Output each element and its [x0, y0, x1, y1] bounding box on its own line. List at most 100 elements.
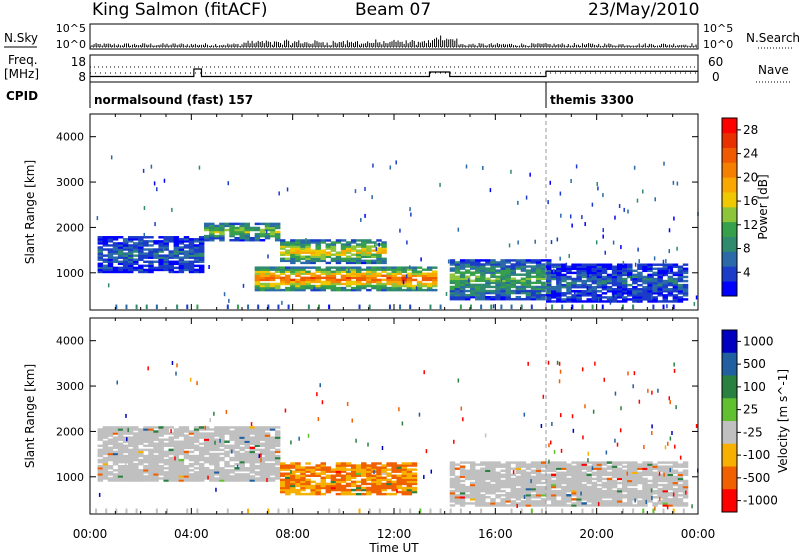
data-cell: [556, 292, 562, 295]
data-cell: [411, 272, 418, 276]
data-cell: [520, 277, 527, 281]
data-cell: [396, 480, 402, 484]
data-cell: [637, 294, 643, 297]
data-cell: [505, 491, 511, 495]
data-cell: [622, 483, 628, 487]
data-cell: [622, 502, 628, 505]
data-cell: [515, 297, 522, 301]
data-cell: [143, 430, 149, 433]
data-cell: [138, 254, 144, 257]
data-cell: [601, 271, 608, 275]
data-cell: [581, 483, 587, 487]
data-cell: [530, 463, 537, 466]
data-cell: [586, 294, 592, 297]
data-cell: [411, 474, 418, 477]
data-cell: [622, 471, 628, 475]
data-cell: [335, 288, 342, 292]
data-cell: [265, 229, 268, 234]
data-cell: [642, 473, 648, 477]
data-cell: [133, 242, 139, 245]
data-cell: [515, 279, 522, 283]
data-cell: [662, 294, 668, 297]
data-cell: [335, 484, 342, 488]
data-cell: [627, 209, 629, 214]
data-cell: [274, 460, 281, 464]
data-cell: [616, 442, 619, 447]
data-cell: [657, 292, 663, 295]
data-cell: [566, 498, 572, 501]
data-cell: [102, 254, 109, 257]
data-cell: [637, 489, 643, 493]
data-cell: [574, 290, 576, 295]
data-cell: [556, 491, 562, 495]
data-cell: [627, 494, 633, 497]
data-cell: [133, 426, 139, 429]
data-cell: [366, 466, 372, 469]
data-cell: [576, 469, 582, 472]
data-cell: [616, 300, 623, 303]
data-cell: [505, 469, 511, 472]
data-cell: [454, 283, 461, 287]
data-cell: [300, 484, 306, 488]
data-cell: [611, 481, 618, 485]
data-cell: [340, 468, 347, 471]
data-cell: [138, 258, 144, 261]
data-cell: [168, 264, 174, 268]
data-cell: [204, 234, 210, 238]
data-cell: [158, 456, 164, 460]
data-cell: [401, 266, 408, 269]
data-cell: [234, 432, 240, 435]
data-cell: [525, 283, 532, 287]
data-cell: [459, 304, 462, 310]
data-cell: [300, 255, 306, 258]
data-cell: [335, 472, 342, 475]
data-cell: [128, 440, 134, 443]
data-cell: [269, 479, 276, 482]
data-cell: [376, 284, 382, 288]
data-cell: [637, 494, 643, 497]
data-cell: [671, 430, 673, 435]
data-cell: [550, 240, 553, 245]
data-cell: [401, 464, 408, 467]
data-cell: [495, 265, 501, 268]
data-cell: [198, 246, 205, 249]
data-cell: [432, 266, 438, 269]
colorbar-swatch: [722, 177, 737, 193]
data-cell: [158, 460, 164, 464]
data-cell: [586, 279, 592, 283]
data-cell: [223, 292, 226, 297]
data-cell: [459, 494, 466, 497]
colorbar-swatch: [722, 398, 737, 422]
data-cell: [295, 272, 301, 276]
data-cell: [682, 479, 689, 483]
data-cell: [247, 508, 250, 514]
data-cell: [305, 276, 311, 280]
data-cell: [682, 285, 689, 289]
data-cell: [652, 467, 658, 470]
data-cell: [345, 272, 352, 276]
data-cell: [391, 270, 397, 273]
data-cell: [97, 248, 104, 251]
data-cell: [310, 278, 316, 282]
data-cell: [350, 274, 357, 278]
data-cell: [361, 268, 367, 271]
data-cell: [381, 245, 387, 248]
data-cell: [556, 475, 562, 479]
colorbar-swatch: [722, 489, 737, 513]
data-cell: [606, 477, 613, 481]
data-cell: [662, 465, 668, 468]
data-cell: [614, 215, 616, 220]
data-cell: [611, 275, 618, 279]
data-cell: [566, 267, 572, 271]
data-cell: [576, 491, 582, 495]
data-cell: [135, 508, 138, 514]
data-cell: [219, 430, 225, 433]
data-cell: [295, 282, 301, 286]
data-cell: [405, 274, 408, 279]
data-cell: [457, 227, 460, 232]
data-cell: [153, 434, 159, 437]
data-cell: [188, 242, 195, 245]
data-cell: [616, 287, 623, 291]
data-cell: [459, 261, 466, 264]
